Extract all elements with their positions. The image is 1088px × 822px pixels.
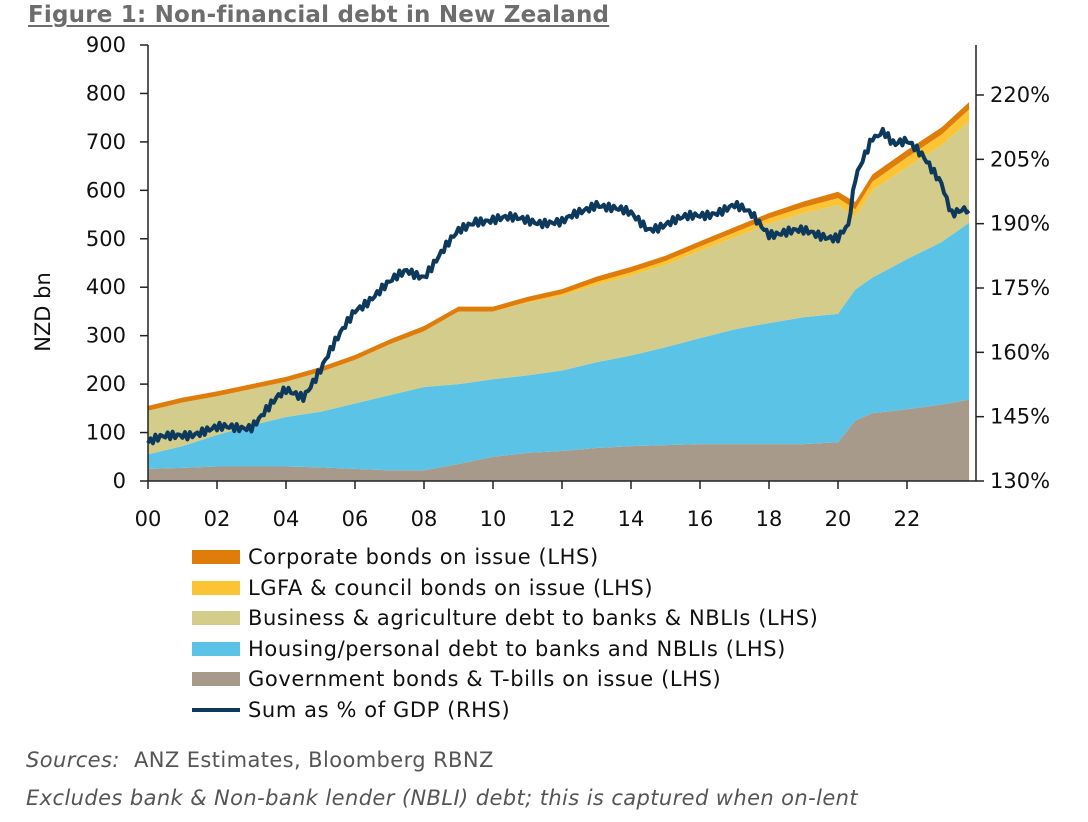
note-line: Excludes bank & Non-bank lender (NBLI) d… — [26, 786, 858, 810]
y-tick-label: 200 — [86, 372, 126, 396]
x-tick-label: 18 — [756, 507, 783, 531]
y-tick-label: 400 — [86, 275, 126, 299]
y-tick-label: 700 — [86, 130, 126, 154]
legend-label: Government bonds & T-bills on issue (LHS… — [248, 667, 722, 692]
x-tick-label: 22 — [894, 507, 921, 531]
legend-item-government-bonds: Government bonds & T-bills on issue (LHS… — [192, 664, 818, 695]
legend: Corporate bonds on issue (LHS) LGFA & co… — [192, 542, 818, 725]
area-series-2 — [148, 121, 970, 455]
y2-tick-label: 190% — [990, 212, 1050, 236]
legend-label: Corporate bonds on issue (LHS) — [248, 545, 599, 570]
note-text: Excludes bank & Non-bank lender (NBLI) d… — [26, 786, 859, 810]
y2-tick-label: 160% — [990, 340, 1050, 364]
y-tick-label: 0 — [113, 469, 126, 493]
legend-label: Business & agriculture debt to banks & N… — [248, 606, 819, 631]
gdp-line — [146, 126, 971, 446]
legend-swatch — [192, 550, 240, 565]
y-ticks-right: 130% 145% 160% 175% 190% 205% 220% — [976, 83, 1050, 493]
x-tick-label: 14 — [618, 507, 645, 531]
x-tick-label: 02 — [204, 507, 231, 531]
y2-tick-label: 130% — [990, 469, 1050, 493]
y2-tick-label: 220% — [990, 83, 1050, 107]
x-tick-label: 00 — [135, 507, 162, 531]
x-tick-label: 10 — [480, 507, 507, 531]
legend-item-housing-personal: Housing/personal debt to banks and NBLIs… — [192, 634, 818, 665]
x-tick-label: 12 — [549, 507, 576, 531]
legend-swatch — [192, 580, 240, 595]
legend-label: Housing/personal debt to banks and NBLIs… — [248, 636, 786, 661]
gdp-line-group — [146, 126, 971, 446]
y-tick-label: 600 — [86, 178, 126, 202]
legend-swatch-line — [192, 707, 240, 712]
legend-label: LGFA & council bonds on issue (LHS) — [248, 575, 654, 600]
y2-tick-label: 145% — [990, 405, 1050, 429]
x-tick-label: 16 — [687, 507, 714, 531]
y-tick-label: 100 — [86, 421, 126, 445]
figure-title: Figure 1: Non-financial debt in New Zeal… — [28, 2, 610, 28]
area-series-1 — [148, 222, 970, 471]
y-tick-label: 900 — [86, 33, 126, 57]
y2-tick-label: 175% — [990, 276, 1050, 300]
legend-item-business-agriculture: Business & agriculture debt to banks & N… — [192, 603, 818, 634]
sources-text: ANZ Estimates, Bloomberg RBNZ — [133, 748, 494, 772]
y-ticks-left: 0 100 200 300 400 500 600 700 800 900 — [86, 33, 148, 493]
stacked-areas — [148, 102, 970, 481]
y-tick-label: 300 — [86, 324, 126, 348]
legend-item-corporate-bonds: Corporate bonds on issue (LHS) — [192, 542, 818, 573]
legend-swatch — [192, 641, 240, 656]
sources-line: Sources: ANZ Estimates, Bloomberg RBNZ — [26, 748, 494, 772]
legend-label: Sum as % of GDP (RHS) — [248, 697, 511, 722]
x-tick-label: 20 — [825, 507, 852, 531]
y2-tick-label: 205% — [990, 147, 1050, 171]
x-tick-label: 04 — [273, 507, 300, 531]
legend-item-gdp-line: Sum as % of GDP (RHS) — [192, 695, 818, 726]
legend-item-lgfa-council-bonds: LGFA & council bonds on issue (LHS) — [192, 573, 818, 604]
sources-label: Sources: — [26, 748, 120, 772]
x-tick-label: 08 — [411, 507, 438, 531]
y-tick-label: 500 — [86, 227, 126, 251]
y-axis-label: NZD bn — [31, 272, 55, 352]
legend-swatch — [192, 672, 240, 687]
legend-swatch — [192, 611, 240, 626]
area-series-0 — [148, 399, 970, 481]
x-tick-label: 06 — [342, 507, 369, 531]
y-tick-label: 800 — [86, 81, 126, 105]
x-ticks: 00 02 04 06 08 10 12 14 16 18 20 22 — [135, 481, 921, 531]
